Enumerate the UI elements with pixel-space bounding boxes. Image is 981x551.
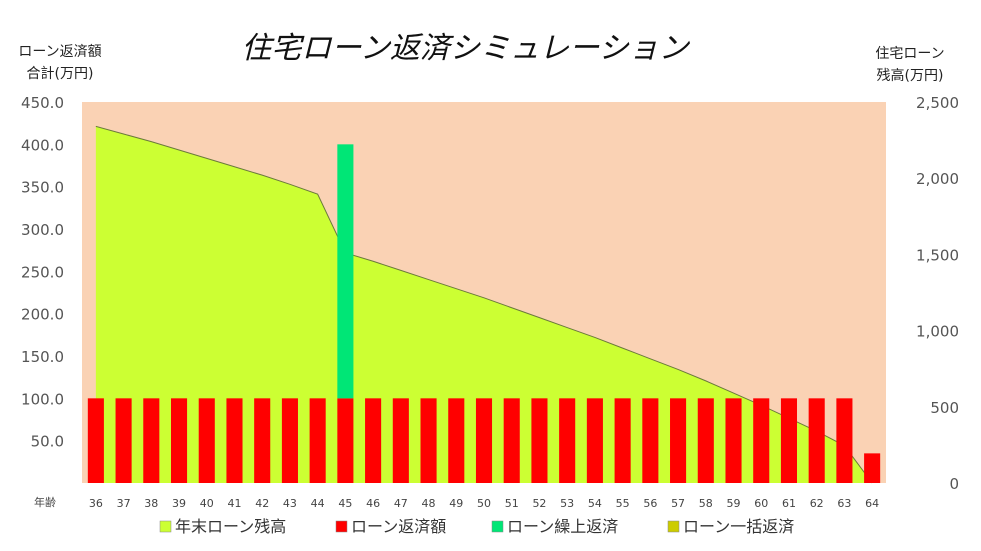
- x-tick-label: 39: [172, 497, 186, 510]
- x-tick-label: 59: [727, 497, 741, 510]
- x-tick-label: 45: [338, 497, 352, 510]
- bar-ローン返済額-50: [475, 398, 493, 483]
- x-tick-label: 54: [588, 497, 602, 510]
- chart-title: 住宅ローン返済シミュレーション: [241, 31, 690, 66]
- x-tick-label: 56: [643, 497, 657, 510]
- x-tick-label: 48: [422, 497, 436, 510]
- right-axis-label-line1: 住宅ローン: [875, 46, 944, 62]
- bar-ローン返済額-64: [864, 453, 881, 483]
- x-tick-label: 60: [754, 497, 768, 510]
- bar-ローン返済額-52: [531, 398, 548, 483]
- bar-ローン返済額-44: [309, 398, 326, 483]
- bar-ローン返済額-38: [143, 398, 160, 483]
- bar-ローン返済額-41: [226, 398, 243, 483]
- bar-ローン返済額-51: [503, 398, 520, 483]
- left-tick-label: 400.0: [21, 136, 64, 154]
- legend-swatch: [159, 520, 172, 533]
- bar-ローン返済額-46: [365, 398, 382, 483]
- x-tick-label: 55: [616, 497, 630, 510]
- bar-ローン返済額-36: [87, 398, 104, 483]
- bar-ローン返済額-58: [697, 398, 714, 483]
- legend-swatch: [335, 520, 348, 533]
- right-tick-label: 2,500: [916, 94, 959, 112]
- x-tick-label: 42: [255, 497, 269, 510]
- x-tick-label: 51: [505, 497, 519, 510]
- left-tick-label: 50.0: [31, 433, 64, 451]
- bar-ローン返済額-43: [281, 398, 298, 483]
- legend-label: ローン返済額: [351, 517, 446, 536]
- x-tick-label: 37: [117, 497, 131, 510]
- bar-ローン返済額-57: [670, 398, 687, 483]
- x-tick-label: 58: [699, 497, 713, 510]
- x-tick-label: 44: [311, 497, 325, 510]
- right-axis-ticks: 0 500 1,000 1,500 2,000 2,500: [916, 94, 959, 493]
- right-tick-label: 0: [949, 475, 959, 493]
- left-axis-label-line1: ローン返済額: [18, 44, 101, 60]
- x-tick-label: 36: [89, 497, 103, 510]
- legend-label: 年末ローン残高: [175, 517, 286, 536]
- bar-ローン返済額-62: [808, 398, 825, 483]
- x-tick-label: 53: [560, 497, 574, 510]
- x-tick-label: 38: [144, 497, 158, 510]
- bar-ローン返済額-39: [170, 398, 188, 483]
- legend-swatch: [667, 520, 680, 533]
- left-tick-label: 300.0: [21, 221, 64, 239]
- x-tick-label: 40: [200, 497, 214, 510]
- x-tick-label: 61: [782, 497, 796, 510]
- legend-label: ローン繰上返済: [507, 517, 618, 536]
- x-tick-label: 47: [394, 497, 408, 510]
- x-tick-label: 43: [283, 497, 297, 510]
- right-tick-label: 1,000: [916, 323, 959, 341]
- left-tick-label: 350.0: [21, 179, 64, 197]
- bar-ローン返済額-47: [392, 398, 409, 483]
- left-tick-label: 150.0: [21, 348, 64, 366]
- bar-ローン返済額-37: [115, 398, 132, 483]
- right-tick-label: 500: [930, 399, 959, 417]
- bar-ローン返済額-54: [586, 398, 603, 483]
- legend: 年末ローン残高 ローン返済額 ローン繰上返済 ローン一括返済: [159, 517, 794, 536]
- left-axis-ticks: 50.0 100.0 150.0 200.0 250.0 300.0 350.0 400.0 4…: [21, 94, 64, 451]
- bar-ローン返済額-63: [836, 398, 853, 483]
- left-tick-label: 100.0: [21, 390, 64, 408]
- x-tick-label: 64: [865, 497, 879, 510]
- x-tick-label: 46: [366, 497, 380, 510]
- legend-swatch: [491, 520, 504, 533]
- right-axis-label-line2: 残高(万円): [877, 67, 944, 84]
- bar-ローン繰上返済-45: [337, 144, 354, 399]
- left-axis-label-line2: 合計(万円): [27, 66, 94, 82]
- legend-label: ローン一括返済: [683, 517, 794, 536]
- x-tick-label: 41: [227, 497, 241, 510]
- balance-line: [95, 125, 873, 484]
- x-tick-label: 50: [477, 497, 491, 510]
- left-tick-label: 250.0: [21, 263, 64, 281]
- bar-ローン返済額-60: [753, 398, 770, 483]
- bar-ローン返済額-56: [642, 398, 659, 483]
- bar-ローン返済額-55: [614, 398, 631, 483]
- balance-area-layer: [95, 125, 873, 484]
- left-tick-label: 450.0: [21, 94, 64, 112]
- bars-layer: [87, 144, 881, 483]
- x-axis-ticks: 36 37 38 39 40 41 42 43 44 45 46 47 48 49 50 51 52 53 54 55…: [89, 497, 879, 510]
- right-tick-label: 1,500: [916, 246, 959, 264]
- bar-ローン返済額-48: [420, 398, 437, 483]
- x-axis-label: 年齢: [34, 495, 56, 509]
- right-tick-label: 2,000: [916, 170, 959, 188]
- balance-area: [95, 126, 873, 483]
- bar-ローン返済額-42: [254, 398, 271, 483]
- bar-ローン返済額-61: [780, 398, 798, 483]
- bar-ローン返済額-49: [448, 398, 465, 483]
- bar-ローン返済額-53: [559, 398, 576, 483]
- x-tick-label: 63: [837, 497, 851, 510]
- bar-ローン返済額-40: [198, 398, 215, 483]
- left-tick-label: 200.0: [21, 306, 64, 324]
- x-tick-label: 52: [532, 497, 546, 510]
- x-tick-label: 62: [810, 497, 824, 510]
- bar-ローン返済額-59: [725, 398, 742, 483]
- bar-ローン返済額-45: [337, 398, 354, 483]
- x-tick-label: 49: [449, 497, 463, 510]
- x-tick-label: 57: [671, 497, 685, 510]
